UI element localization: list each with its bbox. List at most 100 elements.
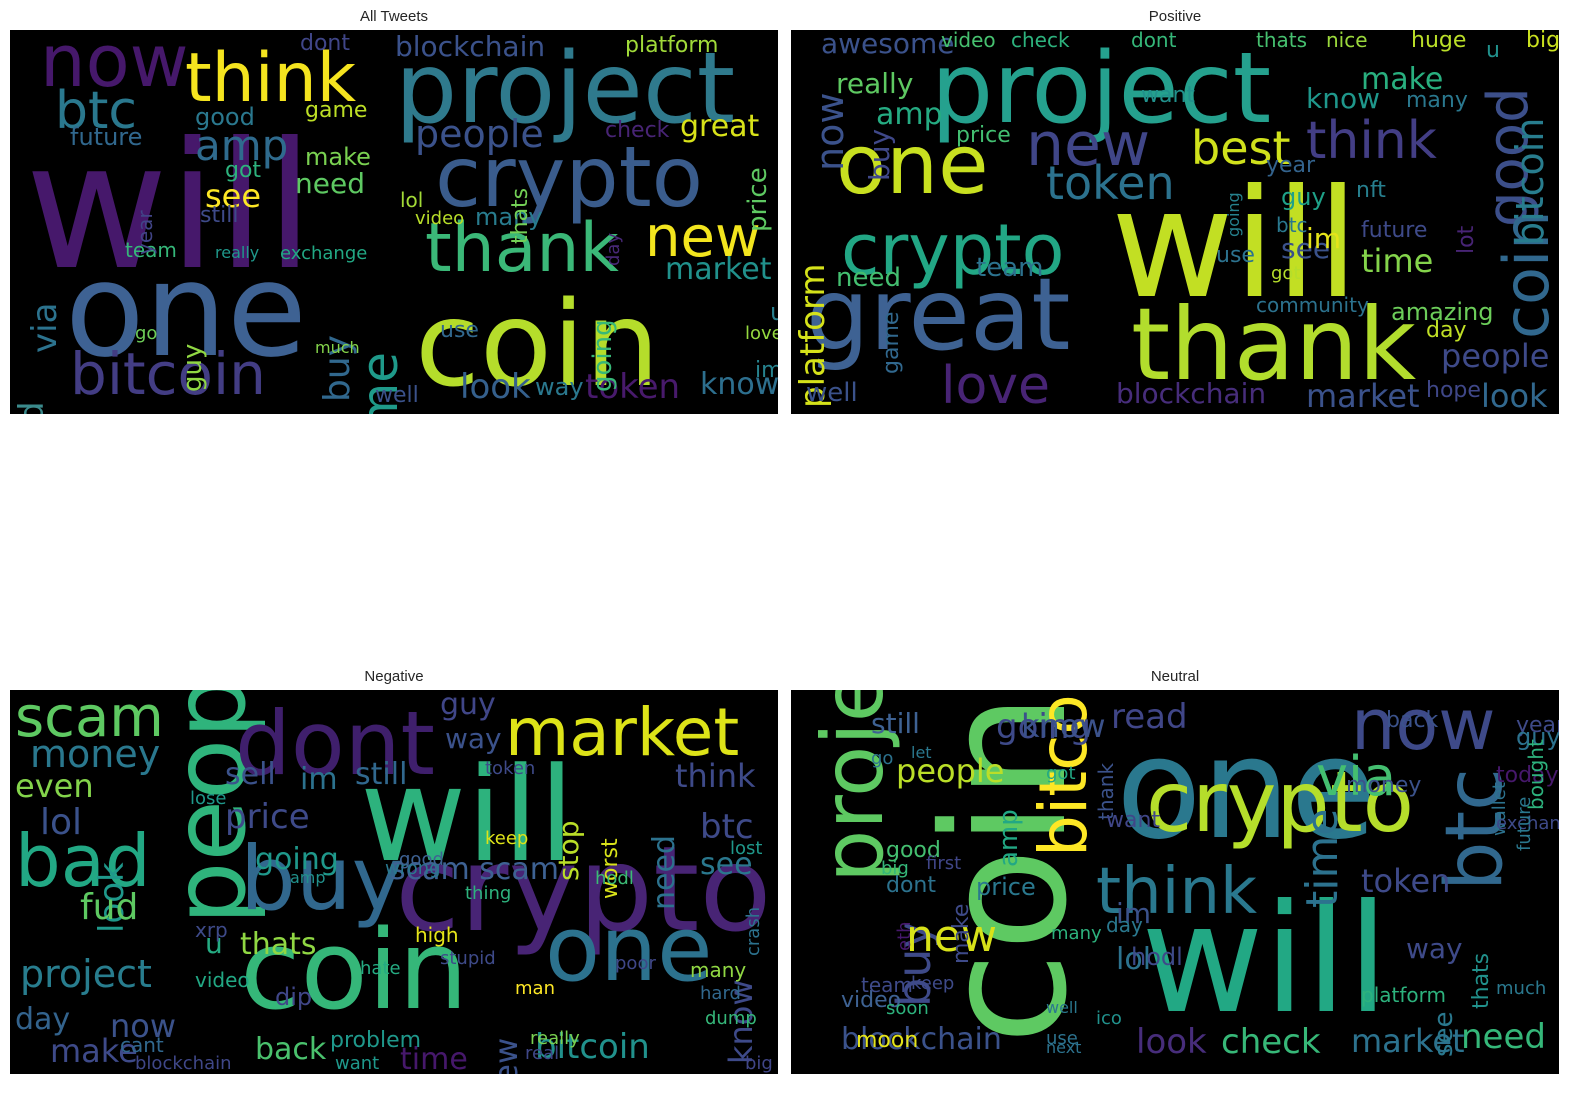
wordcloud-word: use bbox=[1216, 243, 1255, 268]
wordcloud-word: price bbox=[976, 873, 1036, 901]
wordcloud-word: next bbox=[1046, 1038, 1082, 1057]
wordcloud-word: guy bbox=[1516, 723, 1559, 751]
wordcloud-word: btc bbox=[700, 807, 754, 847]
wordcloud-word: btc bbox=[55, 81, 137, 141]
wordcloud-word: know bbox=[1021, 707, 1106, 745]
wordcloud-word: still bbox=[355, 757, 408, 792]
wordcloud-word: new bbox=[645, 205, 761, 270]
wordcloud-word: problem bbox=[330, 1028, 422, 1053]
wordcloud-word: via bbox=[1316, 745, 1397, 808]
wordcloud-word: token bbox=[1361, 862, 1451, 900]
wordcloud-word: crypto bbox=[395, 820, 772, 958]
wordcloud-word: community bbox=[1256, 293, 1369, 317]
wordcloud-word: way bbox=[535, 373, 584, 401]
wordcloud-word: now bbox=[110, 1007, 177, 1045]
wordcloud-word: one bbox=[836, 118, 989, 213]
wordcloud-word: via bbox=[25, 302, 65, 353]
wordcloud-word: cant bbox=[120, 1033, 164, 1057]
wordcloud-word: im bbox=[755, 358, 778, 383]
wordcloud-negative: will crypto people coin buy dont market one bad s… bbox=[10, 690, 778, 1074]
wordcloud-word: dont bbox=[886, 873, 936, 898]
wordcloud-word: need bbox=[836, 263, 901, 293]
wordcloud-word: awesome bbox=[821, 30, 955, 60]
wordcloud-word: btc bbox=[1276, 213, 1308, 237]
wordcloud-word: high bbox=[415, 923, 459, 947]
wordcloud-word: team bbox=[861, 973, 913, 997]
wordcloud-word: use bbox=[1046, 1028, 1078, 1049]
wordcloud-word: new bbox=[906, 911, 997, 962]
wordcloud-word: know bbox=[700, 367, 778, 402]
wordcloud-word: going bbox=[255, 842, 339, 877]
wordcloud-all-tweets: will one coin project crypto think now bitcoin t… bbox=[10, 30, 778, 414]
wordcloud-word: blockchain bbox=[135, 1053, 232, 1074]
wordcloud-word: today bbox=[1496, 763, 1559, 788]
wordcloud-word: use bbox=[440, 318, 479, 343]
wordcloud-word: one bbox=[65, 234, 307, 386]
wordcloud-word: stop bbox=[552, 820, 585, 881]
wordcloud-neutral: will coin one crypto project bitcoin btc now thi… bbox=[791, 690, 1559, 1074]
panel-title: Negative bbox=[364, 668, 424, 685]
wordcloud-word: bad bbox=[15, 819, 151, 903]
wordcloud-word: much bbox=[1496, 978, 1547, 999]
wordcloud-word: one bbox=[545, 897, 713, 1002]
wordcloud-word: buy bbox=[240, 827, 404, 930]
wordcloud-word: crash bbox=[743, 906, 764, 956]
wordcloud-word: look bbox=[1136, 1022, 1207, 1062]
wordcloud-word: game bbox=[305, 98, 368, 123]
wordcloud-word: back bbox=[1386, 708, 1439, 733]
wordcloud-word: hope bbox=[1426, 378, 1481, 403]
wordcloud-word: money bbox=[1346, 773, 1422, 798]
wordcloud-word: team bbox=[125, 238, 177, 262]
wordcloud-word: check bbox=[1221, 1022, 1321, 1062]
wordcloud-word: way bbox=[445, 722, 502, 755]
wordcloud-word: moon bbox=[856, 1028, 919, 1053]
wordcloud-word: make bbox=[1361, 62, 1444, 97]
wordcloud-word: lol bbox=[1116, 942, 1152, 977]
wordcloud-word: money bbox=[30, 732, 161, 776]
wordcloud-word: really bbox=[530, 1028, 580, 1049]
wordcloud-word: look bbox=[1481, 377, 1548, 414]
wordcloud-word: still bbox=[871, 707, 920, 740]
wordcloud-word: love bbox=[745, 323, 778, 344]
wordcloud-word: day bbox=[1106, 913, 1143, 937]
wordcloud-word: price bbox=[225, 797, 310, 837]
wordcloud-word: exchange bbox=[280, 243, 368, 264]
wordcloud-word: want bbox=[335, 1053, 380, 1074]
wordcloud-word: project bbox=[395, 32, 736, 146]
wordcloud-word: scam bbox=[15, 690, 164, 750]
wordcloud-word: bitcoin bbox=[535, 1027, 650, 1067]
wordcloud-word: many bbox=[690, 958, 747, 982]
wordcloud-word: thats bbox=[1469, 952, 1494, 1009]
wordcloud-word: now bbox=[808, 92, 852, 171]
wordcloud-word: keep bbox=[485, 828, 529, 849]
wordcloud-word: need bbox=[1461, 1017, 1546, 1057]
wordcloud-word: time bbox=[400, 1042, 468, 1075]
panel-positive: Positive will project thank great one crypto n… bbox=[791, 0, 1559, 414]
wordcloud-word: now bbox=[40, 30, 189, 103]
wordcloud-word: see bbox=[1281, 232, 1331, 265]
wordcloud-word: really bbox=[215, 243, 260, 262]
wordcloud-word: wrong bbox=[385, 858, 441, 879]
wordcloud-word: bitcoin bbox=[1508, 117, 1552, 246]
wordcloud-word: dont bbox=[1131, 30, 1177, 52]
wordcloud-word: lost bbox=[730, 838, 763, 859]
wordcloud-word: lose bbox=[190, 788, 227, 809]
wordcloud-word: amp bbox=[994, 809, 1024, 867]
wordcloud-word: go bbox=[871, 748, 894, 769]
panel-neutral: Neutral will coin one crypto project bitcoin b… bbox=[791, 666, 1559, 1076]
wordcloud-word: think bbox=[675, 757, 756, 795]
wordcloud-word: video bbox=[841, 988, 902, 1013]
wordcloud-word: got bbox=[1271, 263, 1301, 284]
wordcloud-word: thats bbox=[508, 187, 533, 244]
wordcloud-word: token bbox=[485, 758, 536, 779]
wordcloud-word: guy bbox=[178, 343, 208, 392]
wordcloud-word: now bbox=[1351, 690, 1496, 766]
wordcloud-word: going bbox=[588, 319, 618, 392]
wordcloud-word: people bbox=[1441, 337, 1550, 375]
wordcloud-word: poor bbox=[615, 953, 656, 974]
wordcloud-word: want bbox=[1141, 83, 1196, 108]
wordcloud-word: crypto bbox=[1146, 753, 1415, 851]
wordcloud-word: year bbox=[1266, 153, 1316, 178]
wordcloud-word: guy bbox=[440, 690, 496, 722]
wordcloud-word: keep bbox=[911, 973, 955, 994]
